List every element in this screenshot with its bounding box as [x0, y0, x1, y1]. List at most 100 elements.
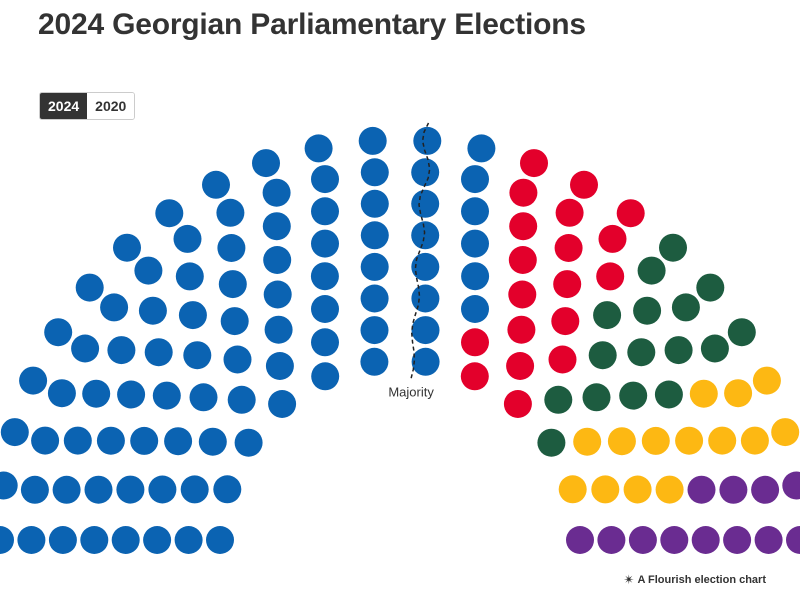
seat-dot[interactable] [537, 428, 566, 457]
seat-dot[interactable] [164, 427, 193, 456]
seat-dot[interactable] [700, 334, 729, 363]
seat-dot[interactable] [311, 165, 339, 194]
seat-dot[interactable] [723, 526, 752, 554]
seat-dot[interactable] [264, 315, 293, 344]
seat-dot[interactable] [687, 475, 716, 504]
seat-dot[interactable] [116, 475, 145, 504]
seat-dot[interactable] [616, 199, 645, 228]
seat-dot[interactable] [113, 233, 141, 262]
seat-dot[interactable] [752, 366, 781, 395]
seat-dot[interactable] [461, 262, 490, 291]
seat-dot[interactable] [198, 427, 227, 456]
seat-dot[interactable] [507, 315, 536, 344]
seat-dot[interactable] [148, 475, 177, 504]
seat-dot[interactable] [0, 471, 18, 500]
seat-dot[interactable] [0, 418, 29, 447]
seat-dot[interactable] [654, 380, 683, 409]
seat-dot[interactable] [71, 334, 100, 363]
flourish-credit[interactable]: ✴ A Flourish election chart [624, 573, 766, 586]
seat-dot[interactable] [263, 280, 292, 309]
seat-dot[interactable] [96, 426, 125, 455]
seat-dot[interactable] [262, 178, 291, 207]
seat-dot[interactable] [628, 526, 657, 554]
seat-dot[interactable] [175, 262, 204, 291]
seat-dot[interactable] [641, 426, 670, 455]
seat-dot[interactable] [213, 475, 242, 504]
seat-dot[interactable] [234, 428, 263, 457]
seat-dot[interactable] [17, 526, 46, 554]
seat-dot[interactable] [696, 273, 725, 302]
seat-dot[interactable] [178, 301, 207, 330]
seat-dot[interactable] [554, 234, 583, 262]
seat-dot[interactable] [691, 526, 720, 554]
seat-dot[interactable] [360, 284, 389, 313]
seat-dot[interactable] [467, 134, 496, 163]
year-button-2024[interactable]: 2024 [40, 93, 88, 119]
seat-dot[interactable] [310, 262, 339, 291]
seat-dot[interactable] [570, 170, 598, 199]
seat-dot[interactable] [633, 296, 662, 325]
seat-dot[interactable] [202, 170, 230, 199]
seat-dot[interactable] [223, 345, 252, 374]
seat-dot[interactable] [553, 270, 582, 299]
seat-dot[interactable] [304, 134, 333, 163]
seat-dot[interactable] [719, 475, 748, 504]
seat-dot[interactable] [52, 475, 81, 504]
seat-dot[interactable] [771, 418, 800, 447]
seat-dot[interactable] [311, 197, 339, 226]
seat-dot[interactable] [607, 427, 636, 456]
seat-dot[interactable] [509, 212, 538, 241]
seat-dot[interactable] [44, 318, 73, 347]
seat-dot[interactable] [659, 233, 687, 262]
seat-dot[interactable] [591, 475, 620, 504]
seat-dot[interactable] [740, 426, 769, 455]
seat-dot[interactable] [660, 526, 689, 554]
seat-dot[interactable] [311, 328, 339, 357]
seat-dot[interactable] [558, 475, 587, 504]
seat-dot[interactable] [360, 221, 389, 250]
seat-dot[interactable] [689, 379, 718, 408]
seat-dot[interactable] [138, 296, 167, 325]
seat-dot[interactable] [566, 526, 594, 554]
seat-dot[interactable] [20, 475, 49, 504]
seat-dot[interactable] [360, 189, 389, 218]
seat-dot[interactable] [751, 475, 780, 504]
seat-dot[interactable] [411, 221, 440, 250]
seat-dot[interactable] [84, 475, 113, 504]
seat-dot[interactable] [461, 165, 489, 194]
seat-dot[interactable] [582, 383, 611, 412]
seat-dot[interactable] [503, 390, 532, 418]
seat-dot[interactable] [47, 379, 76, 408]
seat-dot[interactable] [183, 341, 212, 370]
seat-dot[interactable] [411, 316, 440, 345]
seat-dot[interactable] [75, 273, 104, 302]
seat-dot[interactable] [460, 362, 489, 391]
seat-dot[interactable] [623, 475, 652, 504]
seat-dot[interactable] [411, 189, 440, 218]
seat-dot[interactable] [573, 427, 602, 456]
seat-dot[interactable] [508, 280, 537, 309]
seat-dot[interactable] [619, 381, 648, 410]
seat-dot[interactable] [152, 381, 181, 410]
seat-dot[interactable] [461, 197, 489, 226]
seat-dot[interactable] [675, 426, 704, 455]
seat-dot[interactable] [588, 341, 617, 370]
seat-dot[interactable] [220, 307, 249, 336]
seat-dot[interactable] [117, 380, 146, 409]
seat-dot[interactable] [782, 471, 800, 500]
seat-dot[interactable] [0, 526, 14, 554]
seat-dot[interactable] [548, 345, 577, 374]
seat-dot[interactable] [360, 347, 389, 376]
seat-dot[interactable] [63, 426, 92, 455]
seat-dot[interactable] [786, 526, 800, 554]
seat-dot[interactable] [708, 426, 737, 455]
seat-dot[interactable] [263, 246, 292, 274]
seat-dot[interactable] [461, 229, 489, 258]
seat-dot[interactable] [461, 295, 489, 323]
seat-dot[interactable] [664, 336, 693, 365]
seat-dot[interactable] [671, 293, 700, 322]
seat-dot[interactable] [596, 262, 625, 291]
seat-dot[interactable] [173, 224, 202, 253]
seat-dot[interactable] [265, 352, 294, 380]
seat-dot[interactable] [520, 149, 548, 178]
